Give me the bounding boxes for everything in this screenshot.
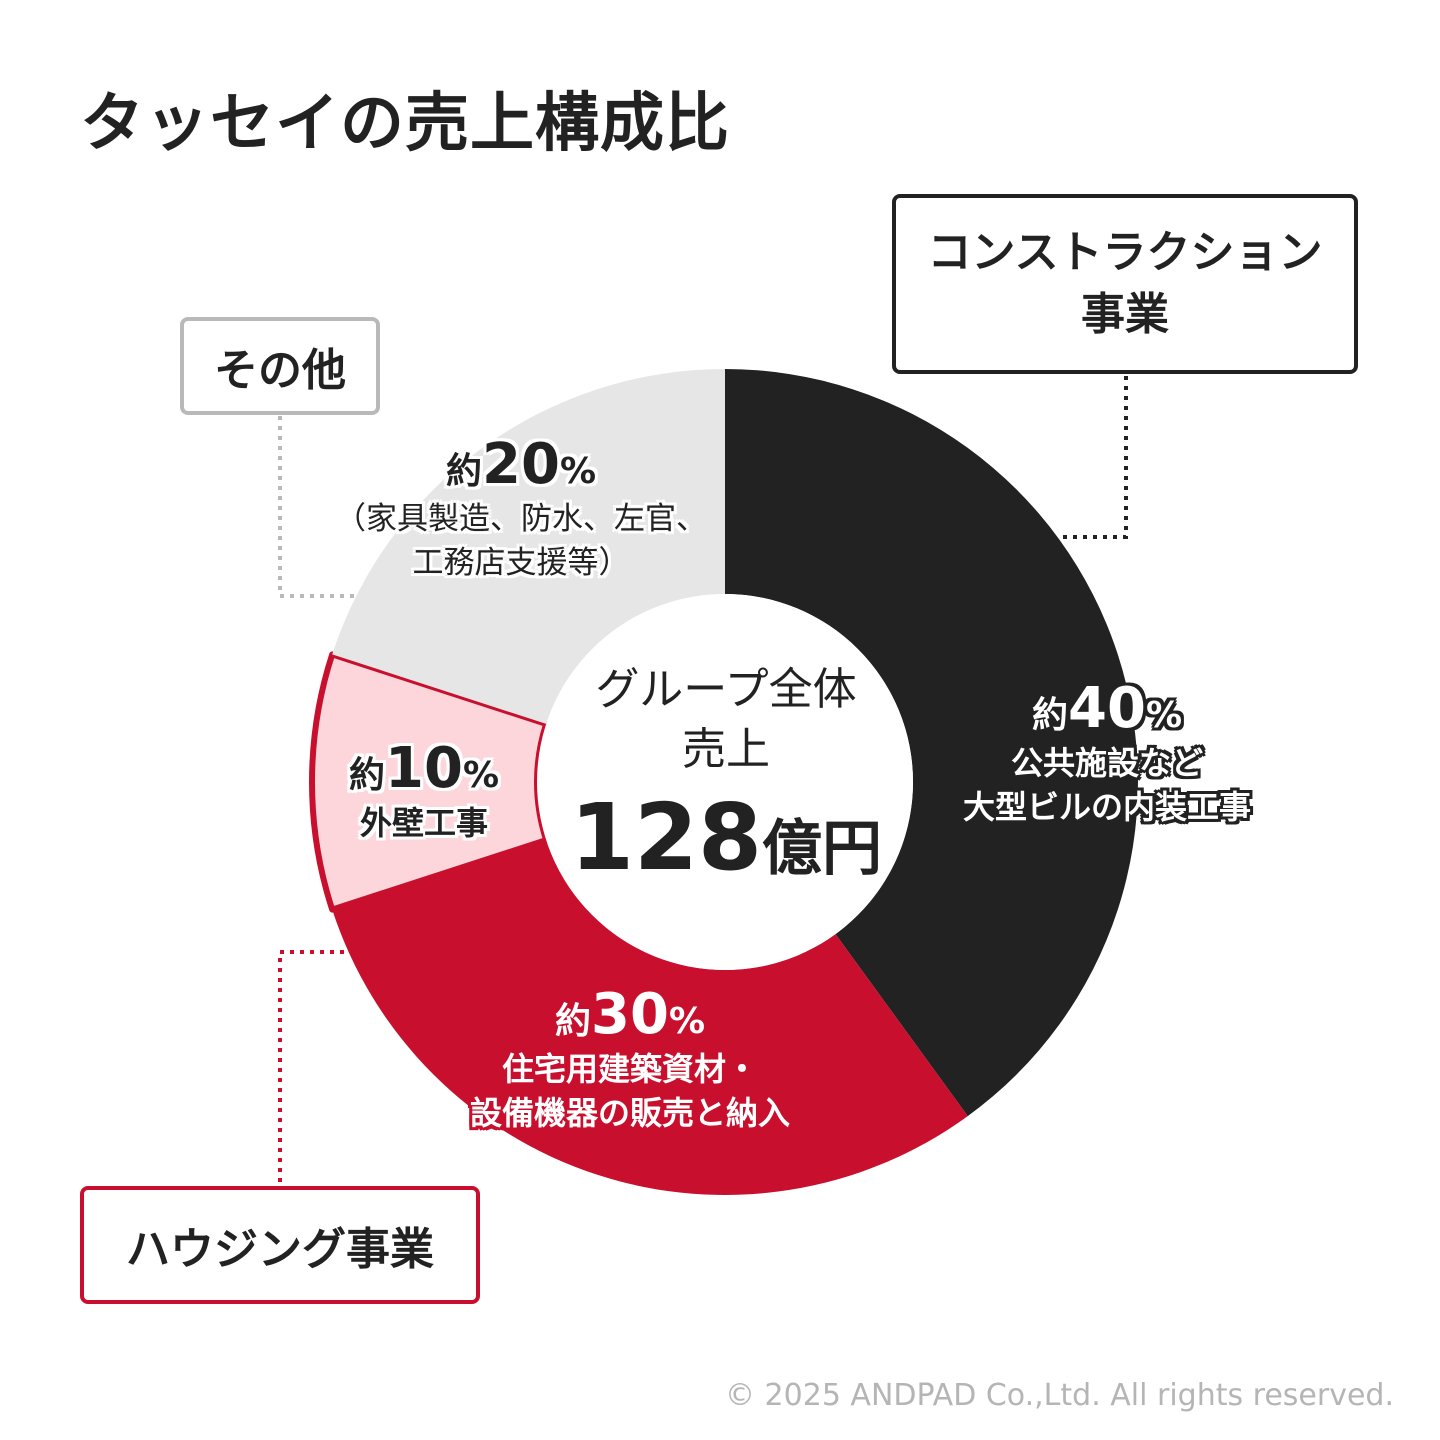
housing-connector	[278, 950, 344, 1186]
housing-exterior-pct-number: 10	[385, 736, 463, 801]
other-pct-prefix: 約	[445, 451, 482, 492]
housing-exterior-slice-label: 約10% 外壁工事	[316, 736, 532, 845]
housing-exterior-pct-symbol: %	[462, 755, 500, 796]
other-connector	[278, 416, 356, 598]
housing-label-box: ハウジング事業	[80, 1186, 480, 1304]
housing-exterior-desc-line1: 外壁工事	[359, 804, 488, 842]
housing-main-pct-prefix: 約	[554, 1001, 591, 1042]
other-pct-number: 20	[482, 432, 560, 497]
construction-desc-line1: 公共施設など	[1010, 744, 1203, 782]
construction-pct-number: 40	[1068, 676, 1146, 741]
donut-hole	[537, 594, 913, 970]
center-value-unit: 億円	[762, 814, 883, 884]
construction-box-line2: 事業	[1081, 289, 1169, 340]
slice-construction	[725, 369, 1139, 1117]
center-label-line2: 売上	[682, 724, 770, 775]
other-label-box: その他	[180, 317, 380, 415]
housing-main-desc-line1: 住宅用建築資材・	[501, 1050, 758, 1088]
housing-main-slice-label: 約30% 住宅用建築資材・ 設備機器の販売と納入	[420, 982, 840, 1135]
center-value-number: 128	[569, 784, 763, 891]
housing-main-pct-number: 30	[591, 982, 669, 1047]
donut-slices	[309, 369, 1139, 1195]
slice-housing-main	[332, 840, 968, 1195]
slice-other	[332, 369, 725, 724]
chart-title: タッセイの売上構成比	[80, 87, 730, 161]
construction-slice-label: 約40% 公共施設など 大型ビルの内装工事	[920, 676, 1294, 829]
copyright-notice: © 2025 ANDPAD Co.,Ltd. All rights reserv…	[725, 1378, 1394, 1413]
other-pct-symbol: %	[559, 451, 597, 492]
housing-exterior-pct-prefix: 約	[348, 755, 385, 796]
construction-pct-prefix: 約	[1031, 695, 1068, 736]
construction-connector	[1060, 376, 1128, 539]
other-desc-line2: 工務店支援等）	[412, 545, 630, 581]
housing-main-pct-symbol: %	[668, 1001, 706, 1042]
housing-main-desc-line2: 設備機器の販売と納入	[469, 1094, 790, 1132]
other-desc-line1: （家具製造、防水、左官、	[335, 501, 707, 537]
construction-pct-symbol: %	[1145, 695, 1183, 736]
other-slice-label: 約20% （家具製造、防水、左官、 工務店支援等）	[316, 432, 726, 585]
construction-label-box: コンストラクション 事業	[892, 194, 1358, 374]
construction-desc-line2: 大型ビルの内装工事	[962, 788, 1251, 826]
center-total-value: 128億円	[540, 790, 912, 897]
center-label-line1: グループ全体	[595, 664, 857, 715]
construction-box-line1: コンストラクション	[927, 227, 1323, 278]
center-total-label: グループ全体 売上	[540, 660, 912, 780]
